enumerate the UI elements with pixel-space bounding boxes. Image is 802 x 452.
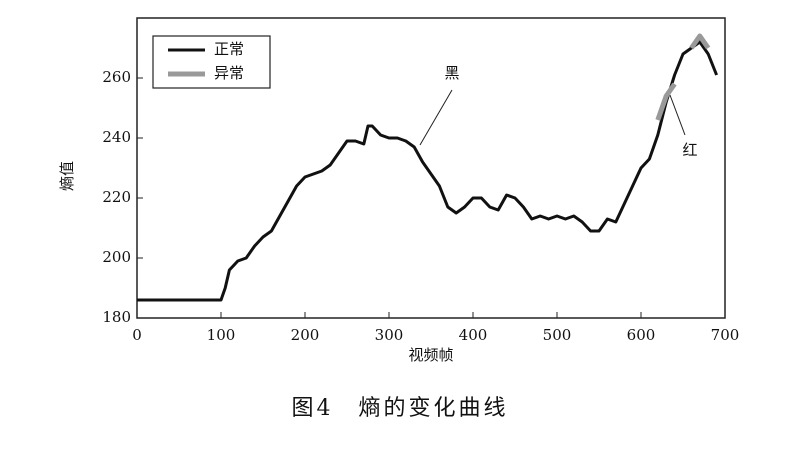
x-tick-label: 0: [132, 326, 142, 344]
y-tick-label: 260: [102, 68, 131, 86]
annotation: 红: [682, 141, 697, 159]
legend-label: 异常: [214, 64, 244, 82]
annotation-leader: [419, 89, 453, 146]
caption: 图4 熵的变化曲线: [292, 396, 509, 421]
annotation: 黑: [444, 64, 459, 82]
series-line: [655, 33, 711, 121]
x-tick-label: 500: [543, 326, 572, 344]
annotation-leader: [669, 94, 686, 136]
x-tick-label: 300: [375, 326, 404, 344]
series-line: [137, 40, 718, 302]
x-tick-label: 200: [291, 326, 320, 344]
y-tick-label: 200: [102, 248, 131, 266]
y-tick-label: 180: [102, 308, 131, 326]
x-tick-label: 600: [627, 326, 656, 344]
x-axis-label: 视频帧: [408, 346, 453, 364]
x-tick-label: 400: [459, 326, 488, 344]
plot-frame: [136, 17, 726, 319]
y-tick-label: 220: [102, 188, 131, 206]
y-axis-label: 熵值: [58, 161, 76, 191]
y-tick-label: 240: [102, 128, 131, 146]
legend-label: 正常: [214, 40, 244, 58]
x-tick-label: 700: [711, 326, 740, 344]
legend-box: [152, 35, 271, 89]
x-tick-label: 100: [207, 326, 236, 344]
